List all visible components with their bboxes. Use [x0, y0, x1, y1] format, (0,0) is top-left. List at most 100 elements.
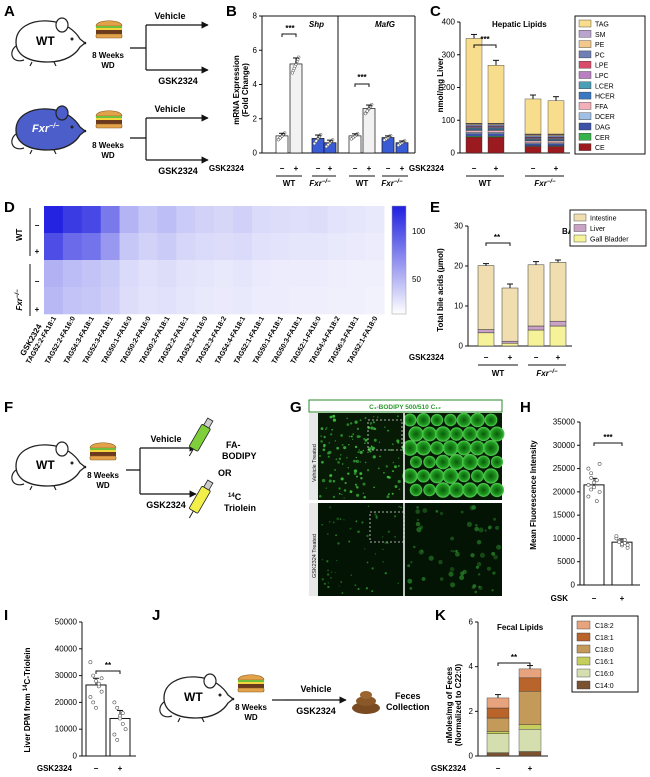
k-legend-swatch — [576, 644, 591, 654]
diet-label: WD — [244, 713, 258, 722]
c-legend-swatch — [578, 71, 592, 79]
g-lipid-droplet — [335, 534, 337, 537]
g-lipid-droplet — [320, 435, 322, 437]
c-legend-swatch — [578, 143, 592, 151]
g-lipid-droplet — [340, 433, 344, 437]
g-lipid-droplet — [343, 497, 345, 499]
g-lipid-droplet — [327, 569, 329, 572]
g-lipid-droplet — [491, 589, 494, 592]
g-lipid-droplet — [364, 461, 367, 464]
g-lipid-droplet — [373, 416, 375, 418]
branch-arrow — [126, 448, 141, 494]
treatment-vehicle: Vehicle — [154, 11, 185, 21]
panel-label-g: G — [290, 399, 302, 416]
k-significance-bracket — [497, 662, 531, 666]
c-legend: TAG SM PE PC LPE LPC LCER HCER FFA DCER DAG CER CE — [574, 15, 646, 155]
k-significance: ** — [511, 653, 518, 662]
g-lipid-droplet — [415, 521, 421, 527]
g-lipid-droplet — [350, 435, 353, 438]
g-lipid-droplet — [384, 426, 386, 428]
g-lipid-droplet — [362, 492, 365, 495]
g-lipid-droplet — [370, 423, 372, 425]
g-lipid-droplet — [353, 472, 357, 475]
d-heatmap-cell — [157, 233, 177, 261]
panel-i: I Liver DPM from 14C-Triolein 0 10000 2000… — [4, 607, 136, 773]
g-lipid-droplet — [398, 505, 401, 508]
panel-h: H Mean Fluorescence Intensity 0 5000 10000… — [520, 399, 640, 603]
d-heatmap-cell — [233, 287, 253, 315]
b-significance-bracket — [281, 33, 297, 37]
d-heatmap-cell — [138, 233, 158, 261]
i-data-point — [96, 681, 101, 686]
outcome-triolein: Triolein — [224, 503, 256, 513]
g-lipid-droplet — [466, 521, 472, 527]
g-lipid-droplet — [356, 475, 358, 478]
g-lipid-droplet — [384, 541, 387, 544]
c-bar-segment — [465, 133, 483, 137]
burger-icon — [95, 20, 123, 39]
d-heatmap-cell — [346, 260, 366, 288]
g-inset-box — [367, 419, 403, 451]
g-lipid-droplet — [475, 523, 478, 527]
g-lipid-droplet — [430, 413, 444, 427]
d-heatmap-cell — [119, 260, 139, 288]
b-sign: + — [367, 164, 372, 173]
diet-label: WD — [101, 151, 115, 160]
b-data-point — [276, 138, 281, 142]
g-lipid-droplet — [366, 534, 369, 538]
h-y-tick-label: 20000 — [553, 487, 576, 496]
i-data-point — [120, 711, 125, 716]
treatment-gsk: GSK2324 — [158, 166, 198, 176]
d-heatmap-cell — [365, 233, 385, 261]
g-lipid-droplet — [391, 492, 394, 495]
diet-label: WD — [96, 481, 110, 490]
c-legend-swatch — [578, 91, 592, 100]
g-lipid-droplet — [350, 422, 353, 425]
c-legend-swatch — [578, 102, 592, 110]
e-ylabel: Total bile acids (µmol) — [436, 248, 445, 332]
d-heatmap-cell — [289, 287, 309, 315]
g-header — [308, 399, 503, 413]
outcome-feces: Feces — [395, 691, 421, 701]
k-bar-segment — [486, 717, 510, 732]
d-colorbar-tick: 100 — [412, 227, 426, 236]
panel-a: A WT 8 Weeks WD Vehicle GSK2324 Fxr−/− 8… — [4, 3, 209, 176]
b-data-point — [312, 141, 317, 146]
g-lipid-droplet — [339, 518, 342, 520]
g-lipid-droplet — [370, 426, 374, 430]
k-bar-segment — [486, 707, 510, 719]
g-lipid-droplet — [327, 455, 330, 458]
panel-d: D 100 50 WT Fxr−/− − + − + GSK2324 TAG52… — [4, 199, 426, 365]
g-lipid-droplet — [327, 451, 330, 455]
d-heatmap-cell — [308, 287, 328, 315]
g-lipid-droplet — [321, 558, 323, 561]
i-data-point — [118, 716, 122, 721]
burger-icon — [237, 674, 265, 693]
i-data-point — [112, 700, 117, 705]
c-sign: − — [472, 164, 477, 173]
g-lipid-droplet — [442, 468, 459, 484]
c-bar-segment — [487, 137, 505, 154]
k-sign: − — [496, 764, 501, 773]
c-bar-segment — [487, 130, 505, 133]
i-y-tick-label: 30000 — [55, 671, 78, 680]
b-genotype-fxr: Fxr−/− — [309, 179, 331, 188]
g-lipid-droplet — [435, 426, 451, 442]
d-heatmap-cell — [365, 260, 385, 288]
g-lipid-droplet — [329, 415, 333, 419]
g-lipid-droplet — [423, 483, 436, 497]
d-heatmap-cell — [346, 287, 366, 315]
g-lipid-droplet — [416, 413, 431, 427]
d-row-sign: + — [35, 305, 40, 314]
g-lipid-droplet — [323, 435, 326, 439]
g-lipid-droplet — [476, 483, 491, 497]
g-lipid-droplet — [421, 576, 426, 581]
c-sign: + — [554, 164, 559, 173]
k-legend: C18:2 C18:1 C18:0 C16:1 C16:0 C14:0 — [571, 615, 639, 693]
c-sign: + — [494, 164, 499, 173]
g-header-text: C₁-BODIPY 500/510 C₁₂ — [369, 404, 441, 411]
b-bar — [362, 108, 376, 154]
feces-icon — [352, 691, 380, 714]
g-lipid-droplet — [456, 440, 472, 456]
panel-g: G C₁-BODIPY 500/510 C₁₂ Vehicle Treated … — [290, 399, 505, 596]
